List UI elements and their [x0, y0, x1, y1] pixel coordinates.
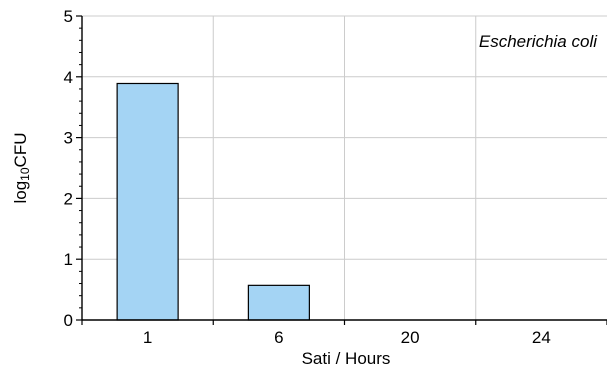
- x-axis-title: Sati / Hours: [302, 349, 391, 368]
- y-tick-label: 3: [64, 129, 73, 148]
- bar-1: [116, 82, 179, 321]
- y-tick-label: 1: [64, 250, 73, 269]
- y-tick-label: 5: [64, 7, 73, 26]
- axes: [76, 15, 607, 325]
- y-axis-title: log10CFU: [11, 133, 32, 204]
- x-tick-label: 24: [532, 328, 551, 347]
- y-axis-title-base: log: [11, 181, 30, 204]
- x-tick-labels: 1 6 20 24: [143, 328, 551, 347]
- x-tick-label: 1: [143, 328, 152, 347]
- y-axis-title-rest: CFU: [11, 133, 30, 168]
- y-tick-labels: 0 1 2 3 4 5: [64, 7, 73, 330]
- y-tick-label: 0: [64, 311, 73, 330]
- y-tick-label: 2: [64, 189, 73, 208]
- bars: [116, 82, 310, 321]
- x-tick-label: 6: [274, 328, 283, 347]
- y-tick-label: 4: [64, 68, 73, 87]
- x-tick-label: 20: [401, 328, 420, 347]
- y-axis-title-subscript: 10: [18, 167, 32, 181]
- bar-6: [247, 284, 310, 321]
- chart-annotation: Escherichia coli: [479, 32, 598, 51]
